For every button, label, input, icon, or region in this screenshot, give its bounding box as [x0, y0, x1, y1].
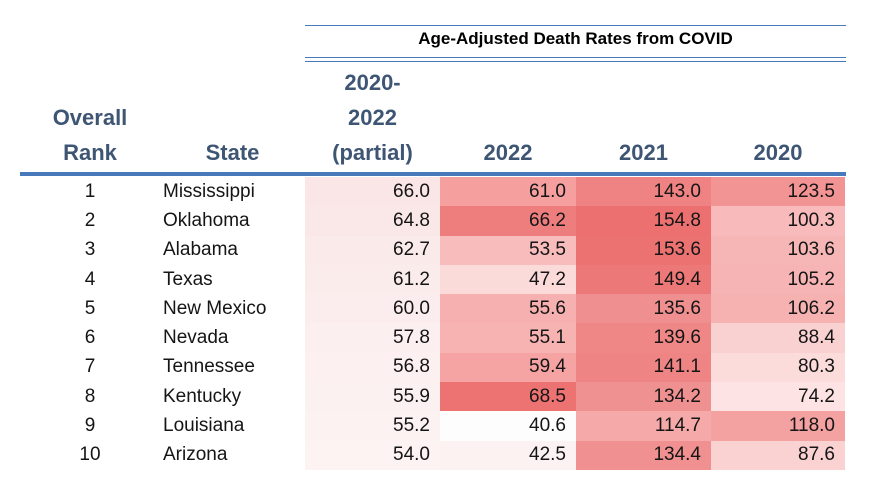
value-cell: 54.0: [305, 440, 440, 470]
rank-cell: 6: [84, 327, 96, 349]
value-cell: 55.9: [305, 382, 440, 412]
value-cell: 53.5: [440, 235, 576, 265]
title-top-rule: [305, 25, 846, 26]
title-bottom-double-rule: [305, 57, 846, 62]
value-cell: 47.2: [440, 264, 576, 295]
value-cell: 59.4: [440, 352, 576, 383]
table-rows: 1 Mississippi 66.0 61.0 143.0 123.5 2 Ok…: [0, 177, 879, 470]
rank-cell: 2: [84, 209, 96, 231]
value-cell: 106.2: [711, 294, 845, 324]
state-cell: New Mexico: [163, 297, 267, 319]
value-cell: 66.2: [440, 206, 576, 236]
state-cell: Kentucky: [163, 385, 242, 407]
value-cell: 135.6: [576, 294, 711, 324]
value-cell: 64.8: [305, 206, 440, 236]
value-cell: 123.5: [711, 177, 845, 207]
table-row: 3 Alabama 62.7 53.5 153.6 103.6: [0, 235, 879, 265]
value-cell: 149.4: [576, 264, 711, 295]
value-cell: 66.0: [305, 177, 440, 207]
column-header-state: State: [205, 140, 260, 165]
value-cell: 139.6: [576, 323, 711, 353]
value-cell: 134.4: [576, 440, 711, 470]
table-title: Age-Adjusted Death Rates from COVID: [418, 29, 733, 48]
value-cell: 141.1: [576, 352, 711, 383]
value-cell: 105.2: [711, 264, 845, 295]
header-underline-rule: [20, 172, 846, 176]
rank-cell: 5: [84, 297, 96, 319]
value-cell: 74.2: [711, 382, 845, 412]
table-row: 5 New Mexico 60.0 55.6 135.6 106.2: [0, 294, 879, 324]
value-cell: 88.4: [711, 323, 845, 353]
state-cell: Nevada: [163, 327, 229, 349]
value-cell: 57.8: [305, 323, 440, 353]
value-cell: 103.6: [711, 235, 845, 265]
table-row: 2 Oklahoma 64.8 66.2 154.8 100.3: [0, 206, 879, 236]
value-cell: 68.5: [440, 382, 576, 412]
column-header-2021: 2021: [619, 140, 668, 165]
state-cell: Mississippi: [163, 180, 255, 202]
state-cell: Texas: [163, 268, 213, 290]
value-cell: 62.7: [305, 235, 440, 265]
table-row: 7 Tennessee 56.8 59.4 141.1 80.3: [0, 352, 879, 383]
table-row: 6 Nevada 57.8 55.1 139.6 88.4: [0, 323, 879, 353]
rank-cell: 8: [84, 385, 96, 407]
table-row: 10 Arizona 54.0 42.5 134.4 87.6: [0, 440, 879, 470]
value-cell: 42.5: [440, 440, 576, 470]
header-overall-line: Overall: [52, 105, 128, 130]
rank-cell: 1: [84, 180, 96, 202]
value-cell: 100.3: [711, 206, 845, 236]
value-cell: 56.8: [305, 352, 440, 383]
state-cell: Oklahoma: [163, 209, 250, 231]
table-row: 1 Mississippi 66.0 61.0 143.0 123.5: [0, 177, 879, 207]
table-row: 9 Louisiana 55.2 40.6 114.7 118.0: [0, 411, 879, 441]
value-cell: 61.2: [305, 264, 440, 295]
rank-cell: 4: [84, 268, 96, 290]
table-row: 4 Texas 61.2 47.2 149.4 105.2: [0, 264, 879, 295]
value-cell: 40.6: [440, 411, 576, 441]
header-rank-line: Rank: [63, 140, 117, 165]
column-header-2020-2022-partial: 2020- 2022 (partial): [305, 65, 440, 170]
value-cell: 153.6: [576, 235, 711, 265]
state-cell: Tennessee: [163, 356, 255, 378]
value-cell: 55.2: [305, 411, 440, 441]
value-cell: 80.3: [711, 352, 845, 383]
value-cell: 114.7: [576, 411, 711, 441]
table-row: 8 Kentucky 55.9 68.5 134.2 74.2: [0, 382, 879, 412]
state-cell: Arizona: [163, 444, 228, 466]
value-cell: 87.6: [711, 440, 845, 470]
rank-cell: 10: [79, 444, 101, 466]
value-cell: 134.2: [576, 382, 711, 412]
rank-cell: 7: [84, 356, 96, 378]
column-header-2020: 2020: [753, 140, 803, 165]
state-cell: Louisiana: [163, 415, 245, 437]
value-cell: 55.1: [440, 323, 576, 353]
header-partial-line2: 2022: [348, 105, 397, 130]
column-header-overall-rank: Overall Rank: [20, 100, 160, 170]
value-cell: 61.0: [440, 177, 576, 207]
value-cell: 55.6: [440, 294, 576, 324]
header-partial-line1: 2020-: [344, 70, 401, 95]
rank-cell: 9: [84, 415, 96, 437]
value-cell: 60.0: [305, 294, 440, 324]
value-cell: 154.8: [576, 206, 711, 236]
column-header-2022: 2022: [483, 140, 533, 165]
header-partial-line3: (partial): [332, 140, 413, 165]
state-cell: Alabama: [163, 239, 238, 261]
value-cell: 143.0: [576, 177, 711, 207]
rank-cell: 3: [84, 239, 96, 261]
value-cell: 118.0: [711, 411, 845, 441]
